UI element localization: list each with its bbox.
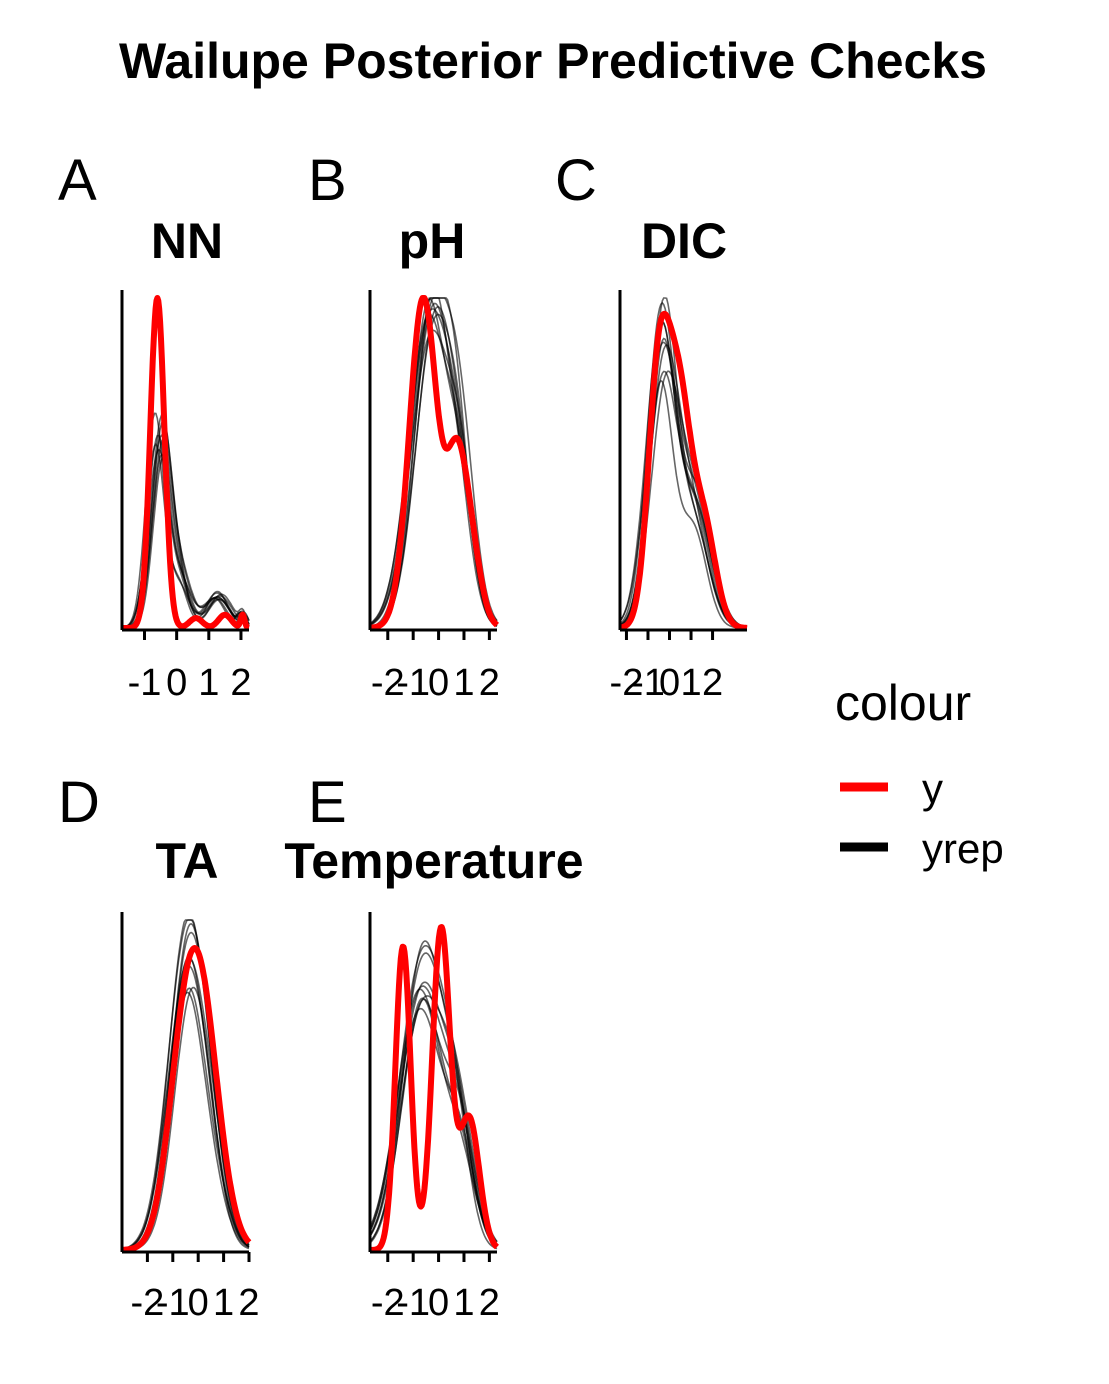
x-tick-label: -2 [371, 662, 405, 704]
panel-title: Temperature [284, 833, 583, 889]
x-tick-label: 1 [198, 662, 219, 704]
x-tick-label: 0 [428, 662, 449, 704]
panel-title: pH [399, 213, 466, 269]
x-tick-label: 0 [428, 1282, 449, 1324]
y-line [119, 945, 252, 1253]
x-tick-label: 2 [238, 1282, 259, 1324]
plot-area [617, 297, 750, 631]
panel-title: NN [151, 213, 223, 269]
x-tick-label: -1 [631, 662, 665, 704]
panel-d: D TA -2-10 1 2 [58, 770, 260, 1324]
plot-area [119, 295, 252, 631]
panel-tag: A [58, 148, 97, 213]
x-tick-label: -2 [131, 1282, 165, 1324]
panel-tag: C [555, 148, 597, 213]
plot-area [367, 295, 500, 631]
panel-c: C DIC -2-10 1 2 [555, 148, 750, 704]
x-tick-label: -1 [396, 662, 430, 704]
x-tick-label: -2 [610, 662, 644, 704]
legend-label-yrep: yrep [922, 825, 1004, 872]
y-line [617, 310, 750, 631]
plot-area [367, 924, 500, 1253]
panel-b: BpH -2-10 1 2 [308, 148, 500, 704]
plot-area [119, 919, 252, 1253]
y-line [367, 924, 500, 1253]
y-line [367, 295, 500, 631]
y-line [119, 295, 252, 631]
x-tick-label: 1 [680, 662, 701, 704]
x-tick-label: 0 [659, 662, 680, 704]
x-tick-label: 2 [230, 662, 251, 704]
x-tick-label: 2 [479, 662, 500, 704]
x-tick-label: 1 [453, 662, 474, 704]
panel-title: DIC [641, 213, 727, 269]
panel-a: A NN -1 0 1 2 [58, 148, 252, 704]
x-tick-label: -2 [371, 1282, 405, 1324]
x-tick-label: -1 [156, 1282, 190, 1324]
x-tick-label: 0 [166, 662, 187, 704]
panel-title: TA [156, 833, 219, 889]
legend: colour y yrep [835, 675, 1004, 872]
figure-title: Wailupe Posterior Predictive Checks [119, 33, 987, 89]
legend-label-y: y [922, 765, 943, 812]
panel-tag: E [308, 770, 347, 835]
x-tick-label: -1 [396, 1282, 430, 1324]
x-tick-label: 2 [702, 662, 723, 704]
x-tick-label: 2 [479, 1282, 500, 1324]
x-tick-label: 1 [213, 1282, 234, 1324]
x-tick-label: -1 [128, 662, 162, 704]
panel-tag: B [308, 148, 347, 213]
x-tick-label: 0 [188, 1282, 209, 1324]
x-tick-label: 1 [453, 1282, 474, 1324]
legend-title: colour [835, 675, 971, 731]
panel-tag: D [58, 770, 100, 835]
